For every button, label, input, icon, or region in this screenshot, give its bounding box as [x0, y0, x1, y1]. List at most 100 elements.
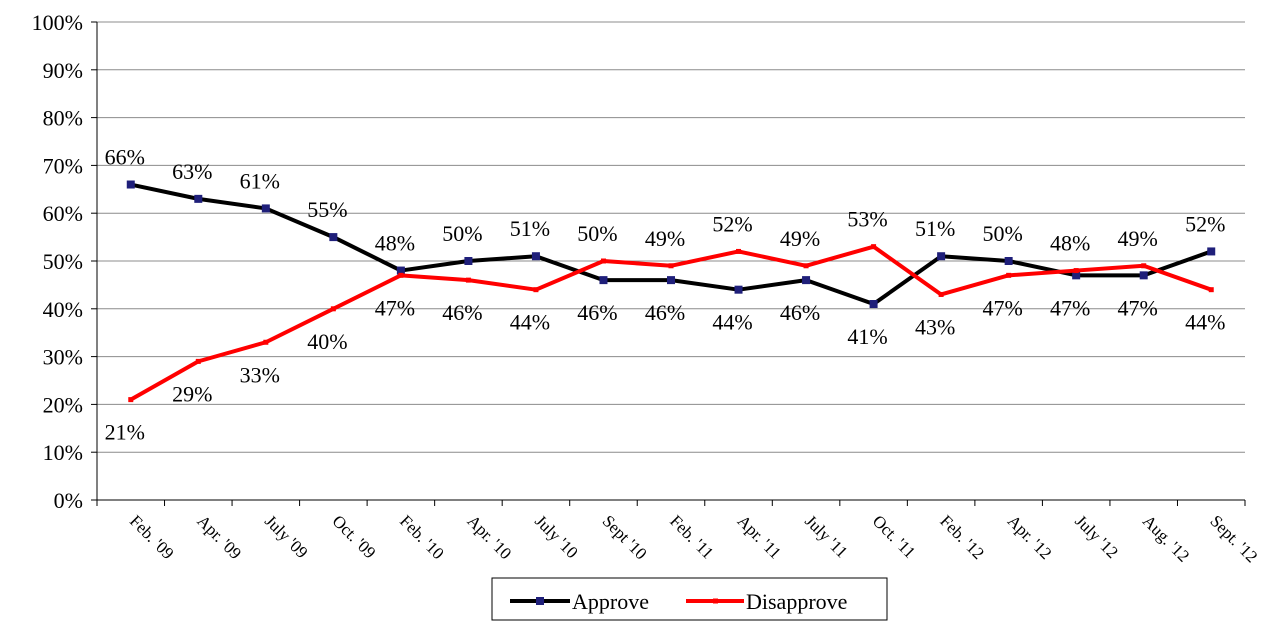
- x-tick-label: Oct. '11: [869, 511, 920, 562]
- approve-point: [734, 285, 743, 294]
- approve-point: [261, 204, 270, 213]
- x-tick-label: July '11: [801, 511, 851, 561]
- approve-point: [329, 233, 338, 242]
- disapprove-point: [668, 263, 674, 269]
- disapprove-data-label: 47%: [375, 295, 415, 320]
- disapprove-data-label: 46%: [442, 300, 482, 325]
- approve-point: [1139, 271, 1148, 280]
- x-tick-label: July '10: [531, 511, 582, 562]
- y-tick-label: 10%: [43, 440, 83, 465]
- disapprove-point: [871, 244, 877, 250]
- approve-data-label: 61%: [240, 168, 280, 193]
- approve-point: [599, 276, 608, 285]
- y-tick-label: 80%: [43, 106, 83, 131]
- x-tick-labels: Feb. '09 Apr. '09 July '09 Oct. '09 Feb. '10…: [126, 511, 1261, 566]
- y-tick-label: 100%: [32, 10, 83, 35]
- legend-approve-label: Approve: [572, 589, 649, 614]
- x-tick-label: Oct. '09: [329, 511, 380, 562]
- disapprove-data-label: 44%: [1185, 310, 1225, 335]
- disapprove-point: [1073, 268, 1079, 274]
- x-tick-label: July '12: [1071, 511, 1122, 562]
- disapprove-data-label: 52%: [712, 211, 752, 236]
- approve-data-label: 51%: [915, 216, 955, 241]
- legend: Approve Disapprove: [491, 577, 888, 621]
- approve-point: [869, 300, 878, 309]
- disapprove-data-label: 29%: [172, 381, 212, 406]
- x-tick-label: Feb. '09: [126, 511, 178, 563]
- disapprove-data-label: 40%: [307, 329, 347, 354]
- approve-point: [1072, 271, 1081, 280]
- disapprove-point: [1006, 272, 1012, 278]
- disapprove-data-label: 33%: [240, 362, 280, 387]
- y-tick-labels: 0% 10% 20% 30% 40% 50% 60% 70% 80% 90% 100%: [32, 10, 83, 513]
- approve-data-label: 47%: [1050, 295, 1090, 320]
- disapprove-point: [803, 263, 809, 269]
- x-tick-label: Aug. '12: [1139, 511, 1193, 565]
- legend-disapprove-marker: [713, 598, 718, 604]
- y-tick-label: 70%: [43, 153, 83, 178]
- disapprove-data-label: 49%: [645, 226, 685, 251]
- approve-data-label: 50%: [442, 221, 482, 246]
- disapprove-point: [1208, 287, 1214, 293]
- approve-data-label: 41%: [847, 324, 887, 349]
- approve-data-label: 52%: [1185, 211, 1225, 236]
- approve-data-label: 66%: [105, 145, 145, 170]
- approve-data-label: 46%: [645, 300, 685, 325]
- approve-point: [1207, 247, 1216, 256]
- approve-data-label: 44%: [712, 310, 752, 335]
- approve-point: [194, 194, 203, 203]
- x-tick-label: Feb. '12: [936, 511, 988, 563]
- disapprove-data-label: 47%: [982, 295, 1022, 320]
- approve-point: [396, 266, 405, 275]
- disapprove-data-label: 21%: [105, 420, 145, 445]
- legend-approve-marker: [536, 597, 544, 605]
- approve-point: [126, 180, 135, 189]
- approve-point: [531, 252, 540, 261]
- y-tick-label: 90%: [43, 58, 83, 83]
- approve-data-label: 48%: [375, 231, 415, 256]
- disapprove-point: [600, 258, 606, 264]
- disapprove-point: [195, 358, 201, 364]
- disapprove-data-label: 43%: [915, 314, 955, 339]
- x-tick-label: July '09: [261, 511, 312, 562]
- disapprove-point: [465, 277, 471, 283]
- disapprove-point: [128, 397, 134, 403]
- x-tick-label: Sept. '12: [1206, 511, 1261, 566]
- y-tick-label: 40%: [43, 297, 83, 322]
- y-tick-label: 0%: [54, 488, 83, 513]
- series-lines: [126, 180, 1216, 403]
- x-tick-label: Apr. '09: [193, 511, 245, 563]
- approve-point: [1004, 257, 1013, 265]
- disapprove-point: [263, 339, 269, 345]
- legend-disapprove-label: Disapprove: [746, 589, 847, 614]
- x-tick-label: Apr. '11: [734, 511, 785, 562]
- disapprove-point: [736, 248, 742, 254]
- approve-data-label: 63%: [172, 159, 212, 184]
- axes: [91, 21, 1246, 506]
- disapprove-data-label: 48%: [1050, 231, 1090, 256]
- y-tick-label: 60%: [43, 201, 83, 226]
- disapprove-point: [938, 291, 944, 297]
- approve-point: [802, 276, 811, 285]
- approve-data-label: 47%: [1118, 295, 1158, 320]
- approve-data-label: 46%: [780, 300, 820, 325]
- x-tick-label: Sept '10: [599, 511, 651, 563]
- approve-data-label: 50%: [982, 221, 1022, 246]
- y-tick-label: 20%: [43, 392, 83, 417]
- approve-data-label: 51%: [510, 216, 550, 241]
- disapprove-data-label: 53%: [847, 207, 887, 232]
- x-tick-label: Feb. '11: [666, 511, 717, 562]
- disapprove-data-label: 49%: [1118, 226, 1158, 251]
- data-labels: 66% 21% 63% 29% 61% 33% 55% 40% 48% 47% 50% 46% 51% 4…: [105, 145, 1226, 445]
- disapprove-point: [398, 272, 404, 278]
- x-tick-label: Apr. '10: [464, 511, 516, 563]
- disapprove-point: [533, 287, 539, 293]
- gridlines: [97, 21, 1245, 453]
- x-tick-label: Feb. '10: [396, 511, 448, 563]
- disapprove-data-label: 44%: [510, 310, 550, 335]
- approve-data-label: 46%: [577, 300, 617, 325]
- disapprove-data-label: 49%: [780, 226, 820, 251]
- y-tick-label: 30%: [43, 345, 83, 370]
- disapprove-point: [330, 306, 336, 312]
